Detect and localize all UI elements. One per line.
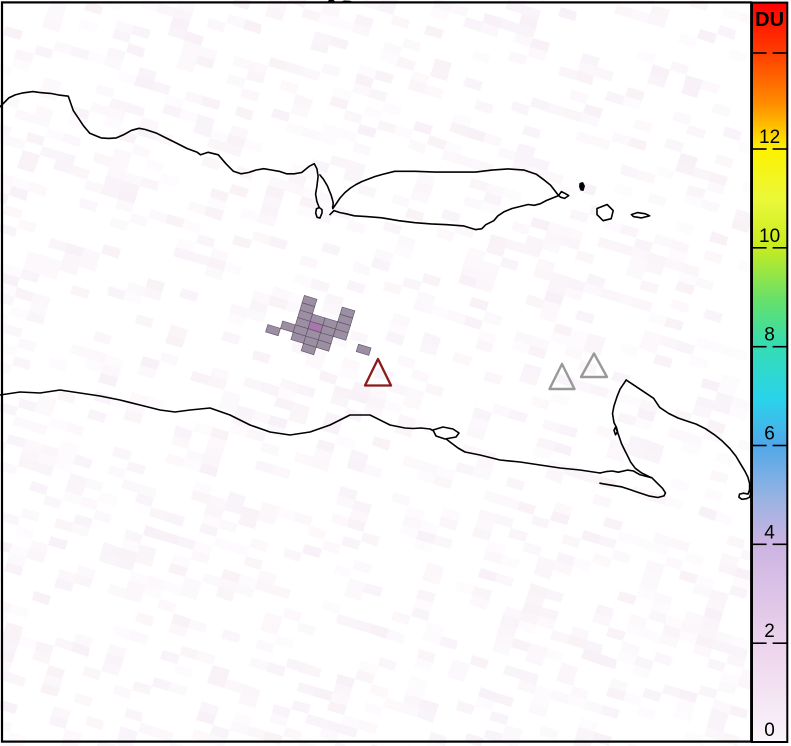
svg-text:10: 10 [759,226,780,247]
svg-text:2: 2 [764,621,775,642]
svg-text:0: 0 [764,720,775,741]
svg-text:4: 4 [764,522,775,543]
svg-text:12: 12 [759,127,780,148]
svg-text:8: 8 [764,325,775,346]
svg-text:6: 6 [764,424,775,445]
svg-text:DU: DU [755,9,784,31]
